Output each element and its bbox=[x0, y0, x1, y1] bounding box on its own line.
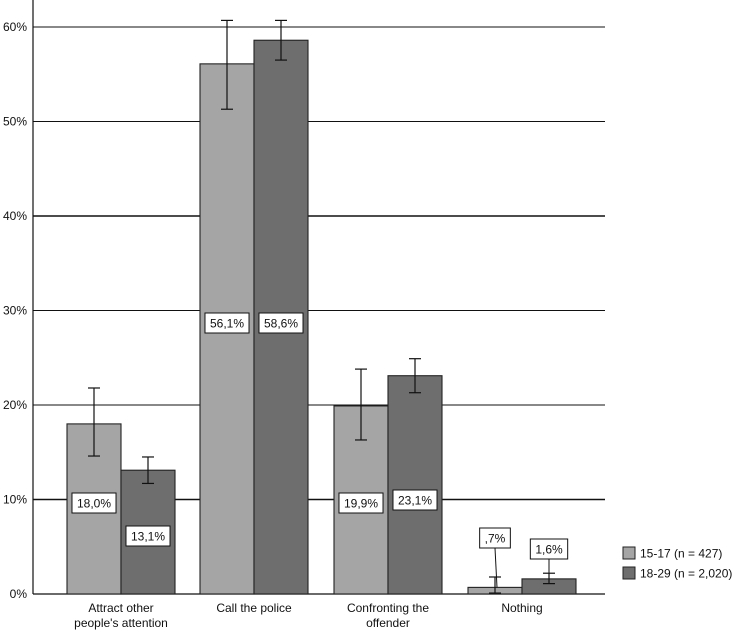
y-axis: 0% 10% 20% 30% 40% 50% 60% bbox=[3, 0, 605, 601]
data-label: 56,1% bbox=[204, 312, 250, 334]
x-category-label: Call the police bbox=[216, 601, 292, 615]
error-bar bbox=[88, 387, 100, 457]
legend-swatch bbox=[622, 566, 636, 580]
data-label: 13,1% bbox=[125, 525, 171, 547]
data-label-box bbox=[204, 312, 250, 334]
data-label-box bbox=[392, 489, 438, 511]
error-bar bbox=[275, 19, 287, 61]
legend-label: 15-17 (n = 427) bbox=[640, 547, 722, 561]
x-category-label-line: people's attention bbox=[74, 616, 168, 630]
data-label: 58,6% bbox=[258, 312, 304, 334]
error-bars bbox=[88, 19, 555, 594]
data-label-leader bbox=[494, 547, 498, 588]
x-category-label: Nothing bbox=[501, 601, 542, 615]
x-category-label-line: Nothing bbox=[501, 601, 542, 615]
data-label-text: ,7% bbox=[485, 532, 506, 546]
legend-label: 18-29 (n = 2,020) bbox=[640, 567, 732, 581]
gridlines bbox=[33, 26, 605, 501]
data-label: 18,0% bbox=[71, 492, 117, 514]
x-category-label-line: Call the police bbox=[216, 601, 292, 615]
y-tick-label: 0% bbox=[10, 587, 28, 601]
data-label-text: 23,1% bbox=[398, 494, 432, 508]
data-labels: 18,0% 56,1% 19,9% ,7% 13,1% 58,6% 23,1% 1,6% bbox=[71, 312, 569, 588]
x-category-label-line: Attract other bbox=[88, 601, 153, 615]
x-category-label: Confronting the offender bbox=[347, 601, 429, 630]
data-label-text: 18,0% bbox=[77, 497, 111, 511]
y-tick-label: 50% bbox=[3, 115, 27, 129]
data-label-text: 13,1% bbox=[131, 530, 165, 544]
data-label: ,7% bbox=[479, 527, 511, 588]
data-label-box bbox=[338, 492, 384, 514]
x-axis-categories: Attract other people's attention Call the … bbox=[74, 601, 543, 630]
data-label-text: 56,1% bbox=[210, 317, 244, 331]
bar-age-18-29-cat-2 bbox=[387, 375, 443, 595]
data-label-text: 19,9% bbox=[344, 497, 378, 511]
data-label-box bbox=[71, 492, 117, 514]
y-tick-label: 60% bbox=[3, 20, 27, 34]
data-label-text: 1,6% bbox=[535, 543, 563, 557]
error-bar bbox=[409, 358, 421, 394]
data-label: 1,6% bbox=[529, 538, 569, 579]
x-category-label: Attract other people's attention bbox=[74, 601, 168, 630]
error-bar bbox=[489, 576, 501, 594]
y-tick-label: 40% bbox=[3, 209, 27, 223]
legend-item: 18-29 (n = 2,020) bbox=[622, 566, 732, 581]
data-label: 19,9% bbox=[338, 492, 384, 514]
x-category-label-line: Confronting the bbox=[347, 601, 429, 615]
y-tick-label: 20% bbox=[3, 398, 27, 412]
y-tick-label: 30% bbox=[3, 304, 27, 318]
data-label-box bbox=[258, 312, 304, 334]
error-bar bbox=[142, 456, 154, 485]
error-bar bbox=[221, 19, 233, 110]
data-label-text: 58,6% bbox=[264, 317, 298, 331]
legend-item: 15-17 (n = 427) bbox=[622, 546, 722, 561]
x-category-label-line: offender bbox=[366, 616, 410, 630]
error-bar bbox=[355, 368, 367, 441]
data-label-box bbox=[125, 525, 171, 547]
legend-swatch bbox=[622, 546, 636, 560]
legend: 15-17 (n = 427) 18-29 (n = 2,020) bbox=[622, 546, 732, 581]
data-label: 23,1% bbox=[392, 489, 438, 511]
y-tick-label: 10% bbox=[3, 493, 27, 507]
bars bbox=[66, 39, 577, 595]
